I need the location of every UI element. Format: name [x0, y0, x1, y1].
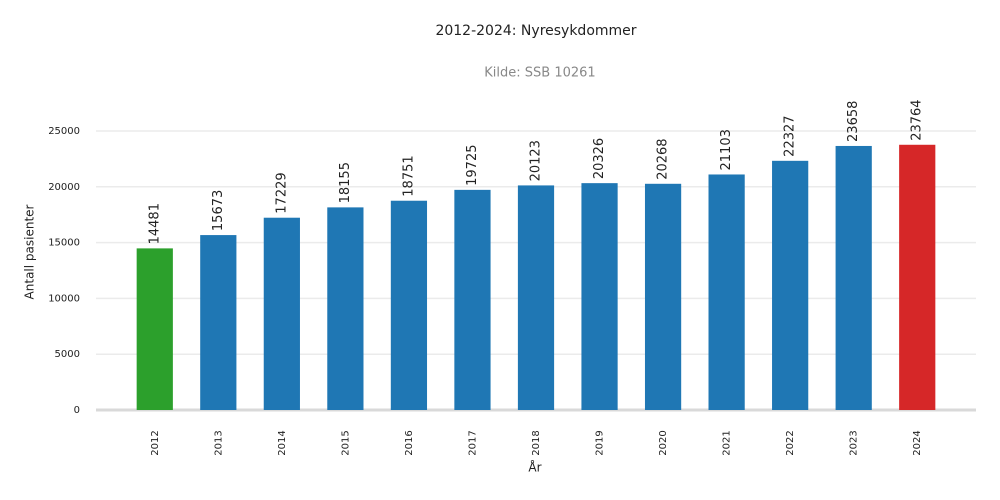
y-axis-label: Antall pasienter — [23, 204, 37, 299]
bar — [708, 174, 745, 410]
bar — [644, 183, 682, 410]
x-tick-label: 2017 — [467, 430, 478, 455]
bar — [581, 183, 618, 410]
x-tick-label: 2023 — [849, 430, 860, 455]
bar — [899, 144, 936, 410]
value-label: 23764 — [910, 99, 925, 140]
y-tick-label: 25000 — [48, 126, 80, 137]
x-tick-label: 2020 — [658, 430, 669, 455]
value-label: 19725 — [465, 144, 480, 185]
value-label: 15673 — [211, 190, 226, 231]
chart-subtitle: Kilde: SSB 10261 — [484, 66, 595, 81]
x-tick-label: 2018 — [531, 430, 542, 455]
value-label: 18751 — [401, 155, 416, 196]
bar — [454, 189, 491, 410]
value-label: 20326 — [592, 138, 607, 179]
x-tick-label: 2022 — [785, 430, 796, 455]
value-label: 14481 — [147, 203, 162, 244]
chart-title: 2012-2024: Nyresykdommer — [435, 23, 636, 39]
bar — [327, 207, 364, 410]
value-label: 23658 — [846, 101, 861, 142]
x-tick-label: 2016 — [404, 430, 415, 455]
bar — [136, 248, 173, 410]
value-label: 21103 — [719, 129, 734, 170]
bar — [200, 235, 237, 410]
x-tick-label: 2021 — [722, 430, 733, 455]
value-label: 20123 — [529, 140, 544, 181]
x-tick-label: 2015 — [340, 430, 351, 455]
value-label: 20268 — [656, 138, 671, 179]
value-label: 17229 — [274, 172, 289, 213]
bar — [263, 217, 300, 410]
y-tick-label: 10000 — [48, 293, 80, 304]
x-tick-label: 2024 — [912, 430, 923, 455]
x-axis-label: År — [528, 460, 541, 475]
bar — [835, 145, 872, 410]
x-tick-label: 2019 — [595, 430, 606, 455]
x-tick-label: 2012 — [150, 430, 161, 455]
x-tick-label: 2014 — [277, 430, 288, 455]
x-tick-label: 2013 — [213, 430, 224, 455]
y-tick-label: 5000 — [55, 349, 80, 360]
value-label: 18155 — [338, 162, 353, 203]
bar — [772, 160, 809, 410]
value-label: 22327 — [783, 115, 798, 156]
y-tick-label: 0 — [74, 405, 80, 416]
y-tick-label: 15000 — [48, 238, 80, 249]
bar — [390, 200, 428, 410]
bar — [517, 185, 555, 410]
y-tick-label: 20000 — [48, 182, 80, 193]
